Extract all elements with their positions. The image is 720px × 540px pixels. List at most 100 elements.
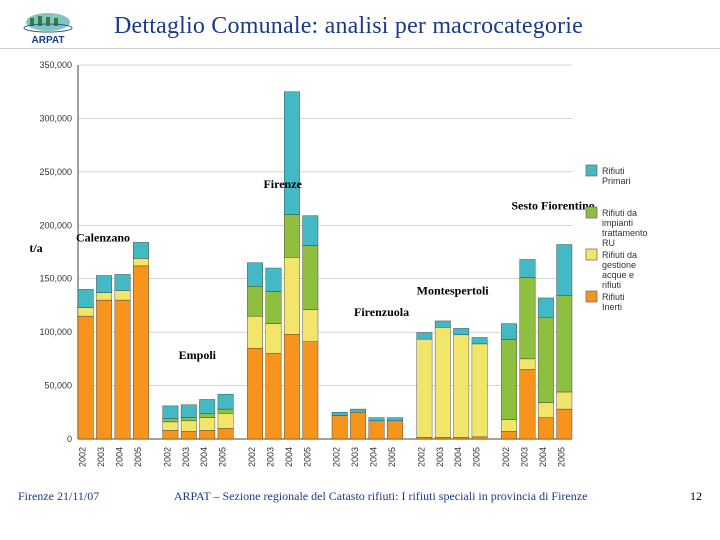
bar-impianti [266,292,281,324]
bar-gestione [266,324,281,354]
svg-text:350,000: 350,000 [39,60,72,70]
bar-primari [332,412,347,415]
legend-swatch [586,249,597,260]
group-label: Sesto Fiorentino [511,198,594,212]
legend-label: impianti [602,218,633,228]
svg-text:2004: 2004 [199,447,209,467]
bar-gestione [284,257,299,334]
bar-primari [266,268,281,292]
bar-gestione [417,339,432,437]
page-number: 12 [662,489,702,504]
svg-text:2004: 2004 [115,447,125,467]
svg-text:2003: 2003 [519,447,529,467]
legend-label: Primari [602,176,631,186]
bar-primari [78,289,93,307]
bar-primari [369,418,384,421]
bar-primari [218,394,233,409]
bar-inerti [284,334,299,439]
bar-gestione [181,421,196,432]
svg-text:2005: 2005 [133,447,143,467]
bar-gestione [133,258,148,265]
bar-primari [350,409,365,412]
legend-label: RU [602,238,615,248]
bar-impianti [181,418,196,421]
bar-inerti [115,300,130,439]
bar-impianti [520,278,535,359]
svg-text:2005: 2005 [556,447,566,467]
svg-text:2002: 2002 [247,447,257,467]
bar-primari [96,276,111,293]
bar-primari [303,216,318,246]
bar-inerti [78,316,93,439]
bar-inerti [454,437,469,439]
bar-gestione [218,413,233,428]
bar-inerti [200,430,215,439]
svg-text:100,000: 100,000 [39,327,72,337]
footer-left: Firenze 21/11/07 [18,489,99,504]
legend-label: Rifiuti [602,166,625,176]
legend-swatch [586,291,597,302]
bar-inerti [163,430,178,439]
bar-primari [501,324,516,340]
bar-inerti [520,370,535,439]
svg-text:2003: 2003 [265,447,275,467]
svg-text:250,000: 250,000 [39,167,72,177]
legend-swatch [586,207,597,218]
bar-inerti [96,300,111,439]
svg-text:2004: 2004 [453,447,463,467]
bar-gestione [557,392,572,409]
bar-inerti [538,418,553,439]
group-label: Firenze [263,177,302,191]
group-label: Empoli [179,348,217,362]
bar-gestione [303,310,318,342]
bar-gestione [538,403,553,418]
bar-primari [284,92,299,215]
svg-text:2005: 2005 [218,447,228,467]
svg-text:2004: 2004 [284,447,294,467]
bar-inerti [247,348,262,439]
svg-text:200,000: 200,000 [39,220,72,230]
svg-text:2005: 2005 [387,447,397,467]
bar-inerti [472,437,487,439]
legend-label: Inerti [602,302,622,312]
bar-primari [557,245,572,296]
bar-gestione [472,344,487,437]
group-label: Montespertoli [417,284,490,298]
bar-gestione [247,316,262,348]
legend-label: trattamento [602,228,648,238]
bar-impianti [303,246,318,310]
bar-inerti [369,421,384,439]
bar-primari [520,259,535,277]
bar-primari [454,328,469,334]
bar-gestione [96,293,111,300]
svg-text:2003: 2003 [435,447,445,467]
bar-impianti [538,317,553,402]
bar-gestione [435,327,450,437]
bar-impianti [163,419,178,422]
slide-title: Dettaglio Comunale: analisi per macrocat… [114,13,583,40]
bar-inerti [435,437,450,439]
bar-gestione [501,420,516,432]
bar-inerti [303,342,318,439]
legend-label: Rifiuti da [602,208,637,218]
bar-inerti [181,432,196,439]
svg-text:2004: 2004 [369,447,379,467]
group-label: Calenzano [76,230,130,244]
svg-text:2002: 2002 [78,447,88,467]
bar-primari [387,418,402,421]
bar-gestione [115,290,130,300]
slide-header: ARPAT Dettaglio Comunale: analisi per ma… [0,0,720,49]
bar-inerti [557,409,572,439]
bar-primari [200,399,215,413]
bar-inerti [350,412,365,439]
bar-impianti [200,413,215,417]
svg-text:2003: 2003 [181,447,191,467]
group-label: Firenzuola [354,305,409,319]
footer-center: ARPAT – Sezione regionale del Catasto ri… [99,489,662,504]
bar-inerti [501,432,516,439]
bar-inerti [218,428,233,439]
svg-text:300,000: 300,000 [39,113,72,123]
svg-text:2002: 2002 [332,447,342,467]
bar-impianti [501,340,516,420]
legend-label: rifiuti [602,280,621,290]
